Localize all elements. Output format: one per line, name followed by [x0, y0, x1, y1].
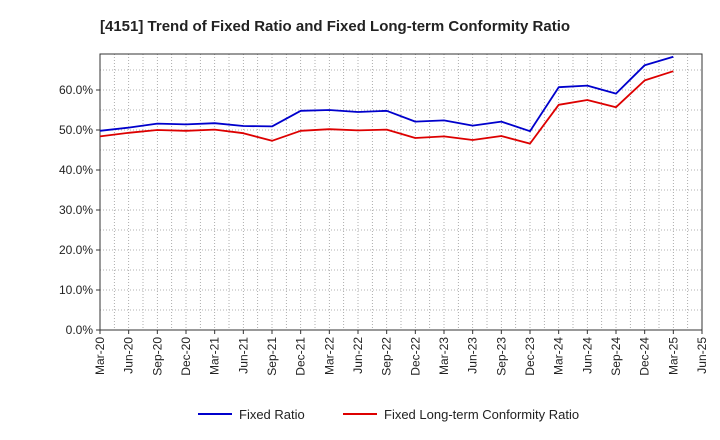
y-tick-label: 60.0%	[59, 83, 93, 97]
x-tick-label: Sep-20	[150, 337, 164, 376]
y-tick-label: 30.0%	[59, 203, 93, 217]
chart-title: [4151] Trend of Fixed Ratio and Fixed Lo…	[100, 18, 570, 35]
y-tick-label: 50.0%	[59, 123, 93, 137]
x-tick-label: Dec-24	[638, 337, 652, 376]
legend-label-2: Fixed Long-term Conformity Ratio	[384, 407, 579, 422]
plot-area	[99, 53, 703, 331]
series-lines	[99, 55, 674, 145]
x-tick-label: Mar-24	[552, 337, 566, 375]
grid	[100, 54, 702, 330]
x-tick-label: Jun-23	[466, 337, 480, 374]
x-tick-label: Jun-24	[580, 337, 594, 374]
x-tick-label: Jun-25	[695, 337, 709, 374]
y-tick-label: 20.0%	[59, 243, 93, 257]
x-tick-label: Mar-21	[208, 337, 222, 375]
x-tick-label: Mar-25	[666, 337, 680, 375]
legend: Fixed Ratio Fixed Long-term Conformity Ra…	[198, 407, 579, 422]
x-tick-label: Jun-22	[351, 337, 365, 374]
y-tick-label: 40.0%	[59, 163, 93, 177]
legend-label-1: Fixed Ratio	[239, 407, 305, 422]
x-tick-label: Sep-23	[494, 337, 508, 376]
y-tick-label: 10.0%	[59, 283, 93, 297]
x-tick-label: Sep-21	[265, 337, 279, 376]
x-tick-label: Sep-24	[609, 337, 623, 376]
series-line-2	[99, 70, 674, 145]
x-tick-label: Mar-23	[437, 337, 451, 375]
series-line-1	[99, 55, 674, 133]
x-axis: Mar-20 Jun-20 Sep-20 Dec-20 Mar-21 Jun-21 Sep-…	[93, 330, 709, 376]
x-tick-label: Dec-21	[294, 337, 308, 376]
y-tick-label: 0.0%	[66, 323, 94, 337]
x-tick-label: Dec-22	[408, 337, 422, 376]
y-axis: 0.0% 10.0% 20.0% 30.0% 40.0% 50.0% 60.0%	[59, 83, 100, 337]
x-tick-label: Dec-20	[179, 337, 193, 376]
x-tick-label: Sep-22	[380, 337, 394, 376]
x-tick-label: Jun-21	[236, 337, 250, 374]
x-tick-label: Jun-20	[122, 337, 136, 374]
x-tick-label: Mar-22	[322, 337, 336, 375]
x-tick-label: Mar-20	[93, 337, 107, 375]
x-tick-label: Dec-23	[523, 337, 537, 376]
